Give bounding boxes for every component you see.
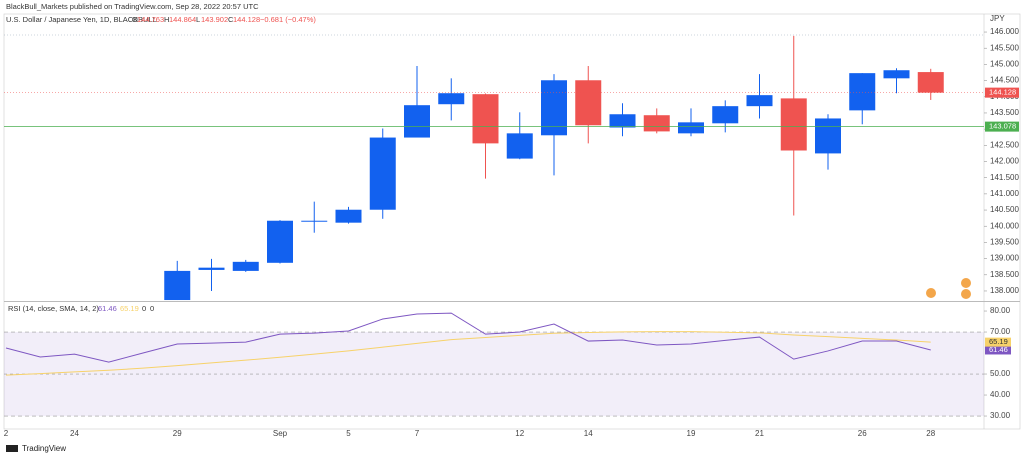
y-tick-label: 145.500	[990, 43, 1019, 52]
candle-body	[541, 80, 567, 136]
y-tick-label: 139.000	[990, 254, 1019, 263]
y-tick-label: 140.500	[990, 205, 1019, 214]
brand: TradingView	[22, 444, 66, 453]
ohlc-value: 144.864	[169, 15, 196, 24]
y-tick-label: 141.000	[990, 189, 1019, 198]
event-icon	[961, 278, 971, 288]
candles	[164, 35, 944, 301]
candle-body	[232, 261, 259, 271]
candle-body	[438, 93, 465, 105]
y-tick-label: 143.500	[990, 108, 1019, 117]
rsi-legend-value: 0	[142, 304, 146, 313]
candle-body	[301, 220, 328, 222]
y-tick-label: 139.500	[990, 238, 1019, 247]
brand-logo	[6, 445, 18, 452]
rsi-tag	[985, 337, 1011, 347]
candle-body	[643, 115, 670, 132]
symbol: U.S. Dollar / Japanese Yen, 1D, BLACKBUL…	[6, 15, 157, 24]
candle-body	[404, 105, 430, 138]
x-tick-label: 21	[755, 429, 764, 438]
rsi-tick-label: 80.00	[990, 306, 1011, 315]
rsi-title: RSI (14, close, SMA, 14, 2)	[8, 304, 99, 313]
ohlc-legend: O 144.763 H 144.864 L 143.902 C 144.128 −0.681 (…	[132, 15, 316, 24]
candle-body	[815, 118, 841, 154]
candle-body	[164, 270, 191, 301]
y-tick-label: 146.000	[990, 27, 1019, 36]
rsi-tag-label: 65.19	[989, 337, 1008, 346]
candle-body	[712, 106, 739, 124]
candle-body	[267, 220, 293, 263]
x-tick-label: 29	[173, 429, 182, 438]
candle-body	[506, 133, 533, 159]
x-tick-label: Sep	[273, 429, 288, 438]
rsi-tag-label: 61.46	[989, 345, 1008, 354]
candle-body	[198, 267, 225, 270]
ohlc-key: C	[228, 15, 234, 24]
rsi-tick-label: 40.00	[990, 390, 1011, 399]
ohlc-key: L	[196, 15, 200, 24]
candle-body	[335, 209, 362, 223]
x-tick-label: 26	[858, 429, 867, 438]
rsi-legend-value: 0	[150, 304, 154, 313]
candle-body	[472, 94, 499, 144]
y-tick-label: 142.000	[990, 157, 1019, 166]
ohlc-key: O	[132, 15, 138, 24]
rsi-tick-label: 30.00	[990, 411, 1011, 420]
rsi-legend-value: 61.46	[98, 304, 117, 313]
rsi-legend-value: 65.19	[120, 304, 139, 313]
x-tick-label: 7	[415, 429, 420, 438]
event-icon	[961, 289, 971, 299]
currency: JPY	[990, 14, 1005, 23]
rsi-tick-label: 50.00	[990, 369, 1011, 378]
x-tick-label: 24	[70, 429, 79, 438]
ohlc-key: H	[164, 15, 169, 24]
y-tick-label: 144.500	[990, 76, 1019, 85]
candle-body	[609, 114, 636, 128]
candle-body	[849, 73, 876, 111]
x-tick-label: 12	[515, 429, 524, 438]
rsi-band	[4, 332, 984, 417]
price-tag	[985, 121, 1019, 132]
x-tick-label: 14	[584, 429, 593, 438]
event-icon	[926, 288, 936, 298]
candle-body	[575, 80, 602, 126]
candle-body	[678, 122, 704, 134]
x-tick-label: 28	[926, 429, 935, 438]
change: −0.681 (−0.47%)	[260, 15, 316, 24]
y-tick-label: 138.500	[990, 270, 1019, 279]
rsi-line	[5, 312, 931, 363]
y-tick-label: 140.000	[990, 221, 1019, 230]
candle-body	[780, 98, 807, 151]
rsi-line	[5, 331, 931, 376]
price-tag	[985, 87, 1019, 98]
ohlc-value: 144.763	[137, 15, 164, 24]
ohlc-value: 144.128	[233, 15, 260, 24]
ohlc-value: 143.902	[201, 15, 228, 24]
price-tag-label: 143.078	[989, 122, 1016, 131]
candle-body	[746, 95, 773, 107]
y-tick-label: 141.500	[990, 173, 1019, 182]
frame	[3, 13, 1021, 430]
candle-body	[917, 72, 944, 93]
x-tick-label: 5	[346, 429, 351, 438]
rsi-tick-label: 70.00	[990, 327, 1011, 336]
candle-body	[369, 137, 396, 210]
y-tick-label: 145.000	[990, 60, 1019, 69]
y-tick-label: 138.000	[990, 286, 1019, 295]
x-tick-label: 19	[687, 429, 696, 438]
publisher: BlackBull_Markets published on TradingVi…	[6, 2, 259, 11]
rsi-tag	[985, 345, 1011, 355]
y-tick-label: 142.500	[990, 140, 1019, 149]
candle-body	[883, 70, 910, 79]
x-tick-label: 2	[4, 429, 9, 438]
price-tag-label: 144.128	[989, 88, 1016, 97]
